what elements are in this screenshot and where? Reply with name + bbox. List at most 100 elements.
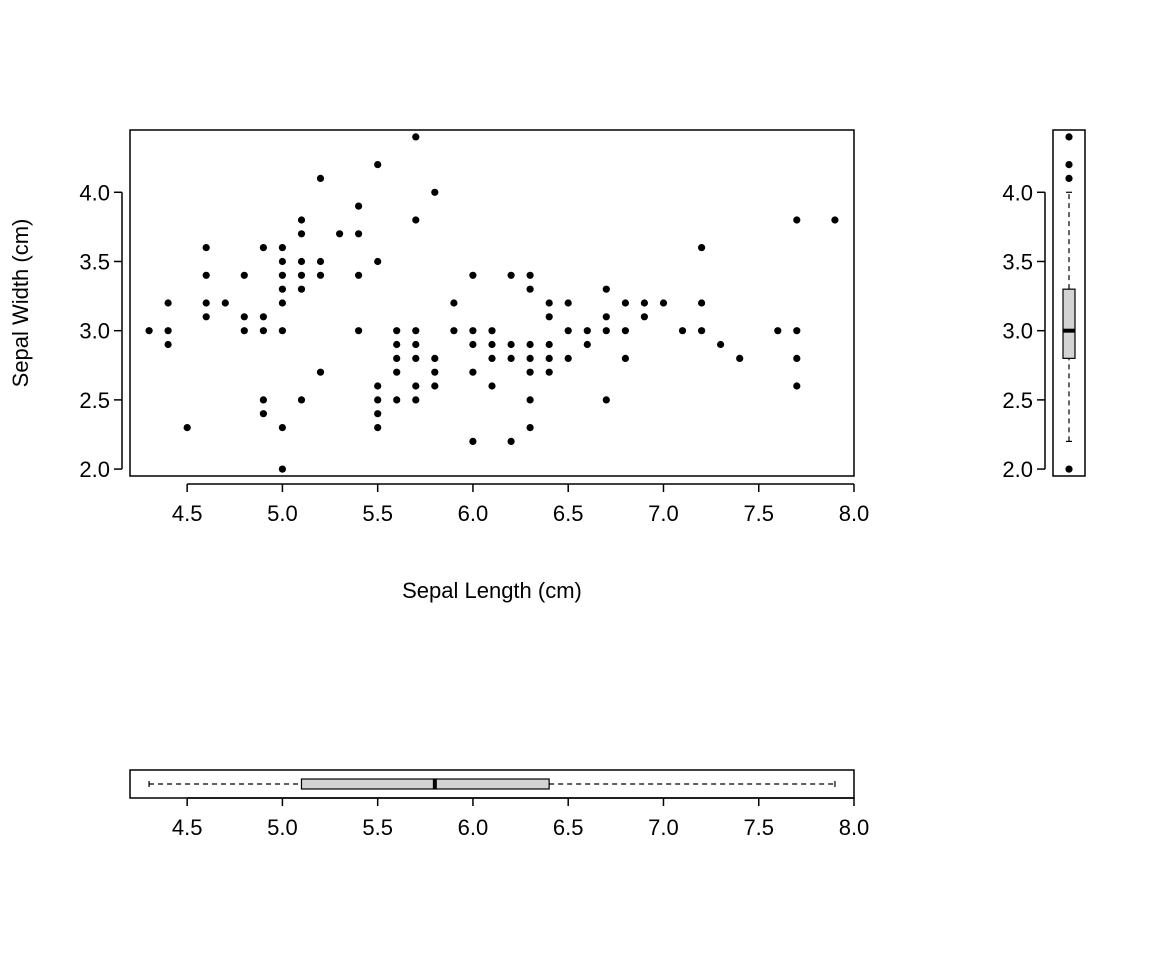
scatter-point <box>469 437 477 445</box>
scatter-point <box>545 340 553 349</box>
length-boxplot <box>148 778 836 790</box>
scatter-point <box>793 382 801 390</box>
scatter-point <box>526 368 534 376</box>
y-tick-label: 3.0 <box>79 319 110 344</box>
x-tick-label: 6.0 <box>458 501 489 526</box>
scatter-point <box>259 313 267 321</box>
width-boxplot-y-axis: 2.0 2.5 3.0 3.5 4.0 <box>1002 180 1046 482</box>
scatter-point <box>278 244 286 252</box>
scatter-point <box>393 354 401 362</box>
scatter-point <box>831 216 839 224</box>
scatter-point <box>564 354 572 362</box>
scatter-point <box>259 410 267 418</box>
scatter-point <box>240 271 248 279</box>
scatter-point <box>202 313 210 321</box>
scatter-point <box>393 396 401 404</box>
scatter-point <box>469 271 477 279</box>
y-tick-label: 4.0 <box>1002 180 1033 205</box>
y-tick-label: 2.5 <box>1002 388 1033 413</box>
scatter-point <box>678 327 687 335</box>
scatter-point <box>564 299 572 307</box>
scatter-point <box>412 216 420 224</box>
box-iqr <box>1062 288 1076 359</box>
y-tick-label: 3.5 <box>1002 249 1033 274</box>
scatter-point <box>526 424 534 432</box>
scatter-point <box>698 244 706 252</box>
outlier-point <box>1065 133 1073 141</box>
scatter-point <box>431 368 439 376</box>
scatter-point <box>278 424 286 432</box>
scatter-point <box>602 285 610 293</box>
scatter-point <box>164 327 172 335</box>
x-tick-label: 4.5 <box>172 501 203 526</box>
scatter-point <box>259 396 267 404</box>
scatter-point <box>431 188 439 196</box>
scatter-point <box>393 368 401 376</box>
scatter-point <box>412 396 420 404</box>
scatter-point <box>297 285 306 293</box>
outlier-point <box>1065 174 1073 182</box>
scatter-point <box>564 327 572 335</box>
scatter-point <box>202 271 210 279</box>
scatter-point <box>507 271 515 279</box>
y-tick-label: 2.0 <box>79 457 110 482</box>
scatter-point <box>145 327 153 335</box>
scatter-point <box>202 244 210 252</box>
scatter-point <box>412 354 420 362</box>
scatter-point <box>774 327 782 335</box>
scatter-point <box>583 327 591 335</box>
scatter-point <box>698 327 706 335</box>
scatter-point <box>602 327 610 335</box>
scatter-point <box>450 299 458 307</box>
x-tick-label: 6.0 <box>458 815 489 840</box>
box-iqr <box>300 778 550 790</box>
scatter-point <box>488 354 496 362</box>
x-tick-label: 7.0 <box>648 501 679 526</box>
scatter-point <box>412 133 420 141</box>
scatter-point <box>621 354 630 362</box>
scatter-point <box>640 299 649 307</box>
scatter-point <box>374 161 382 169</box>
x-tick-label: 5.0 <box>267 501 298 526</box>
x-tick-label: 5.0 <box>267 815 298 840</box>
scatter-plot-frame <box>129 129 855 477</box>
y-tick-label: 2.0 <box>1002 457 1033 482</box>
x-tick-label: 8.0 <box>839 501 870 526</box>
scatter-point <box>355 271 363 279</box>
scatter-point <box>793 354 801 362</box>
scatter-point <box>278 285 286 293</box>
scatter-point <box>602 396 610 404</box>
scatter-point <box>259 244 267 252</box>
scatter-point <box>259 327 267 335</box>
scatter-point <box>278 299 286 307</box>
scatter-point <box>621 327 630 335</box>
scatter-point <box>488 382 496 390</box>
scatter-point <box>793 327 801 335</box>
scatter-point <box>583 340 591 349</box>
y-tick-label: 2.5 <box>79 388 110 413</box>
scatter-point <box>469 327 477 335</box>
scatter-point <box>545 313 553 321</box>
scatter-point <box>297 396 306 404</box>
x-tick-label: 4.5 <box>172 815 203 840</box>
x-tick-label: 8.0 <box>839 815 870 840</box>
scatter-point <box>221 299 229 307</box>
scatter-point <box>316 174 325 182</box>
scatter-point <box>526 354 534 362</box>
scatter-point <box>393 327 401 335</box>
scatter-x-axis: 4.5 5.0 5.5 6.0 6.5 7.0 7.5 8.0 <box>172 483 870 526</box>
scatter-point <box>545 299 553 307</box>
scatter-point <box>316 271 325 279</box>
scatter-point <box>278 257 286 266</box>
scatter-point <box>297 271 306 279</box>
scatter-point <box>450 327 458 335</box>
x-tick-label: 6.5 <box>553 815 584 840</box>
length-boxplot-panel: 4.5 5.0 5.5 6.0 6.5 7.0 7.5 8.0 <box>129 769 870 840</box>
x-axis-title: Sepal Length (cm) <box>402 578 582 603</box>
width-boxplot-frame <box>1052 129 1086 477</box>
scatter-point <box>545 368 553 376</box>
scatter-point <box>412 340 420 349</box>
scatter-point <box>431 354 439 362</box>
scatter-point <box>526 396 534 404</box>
